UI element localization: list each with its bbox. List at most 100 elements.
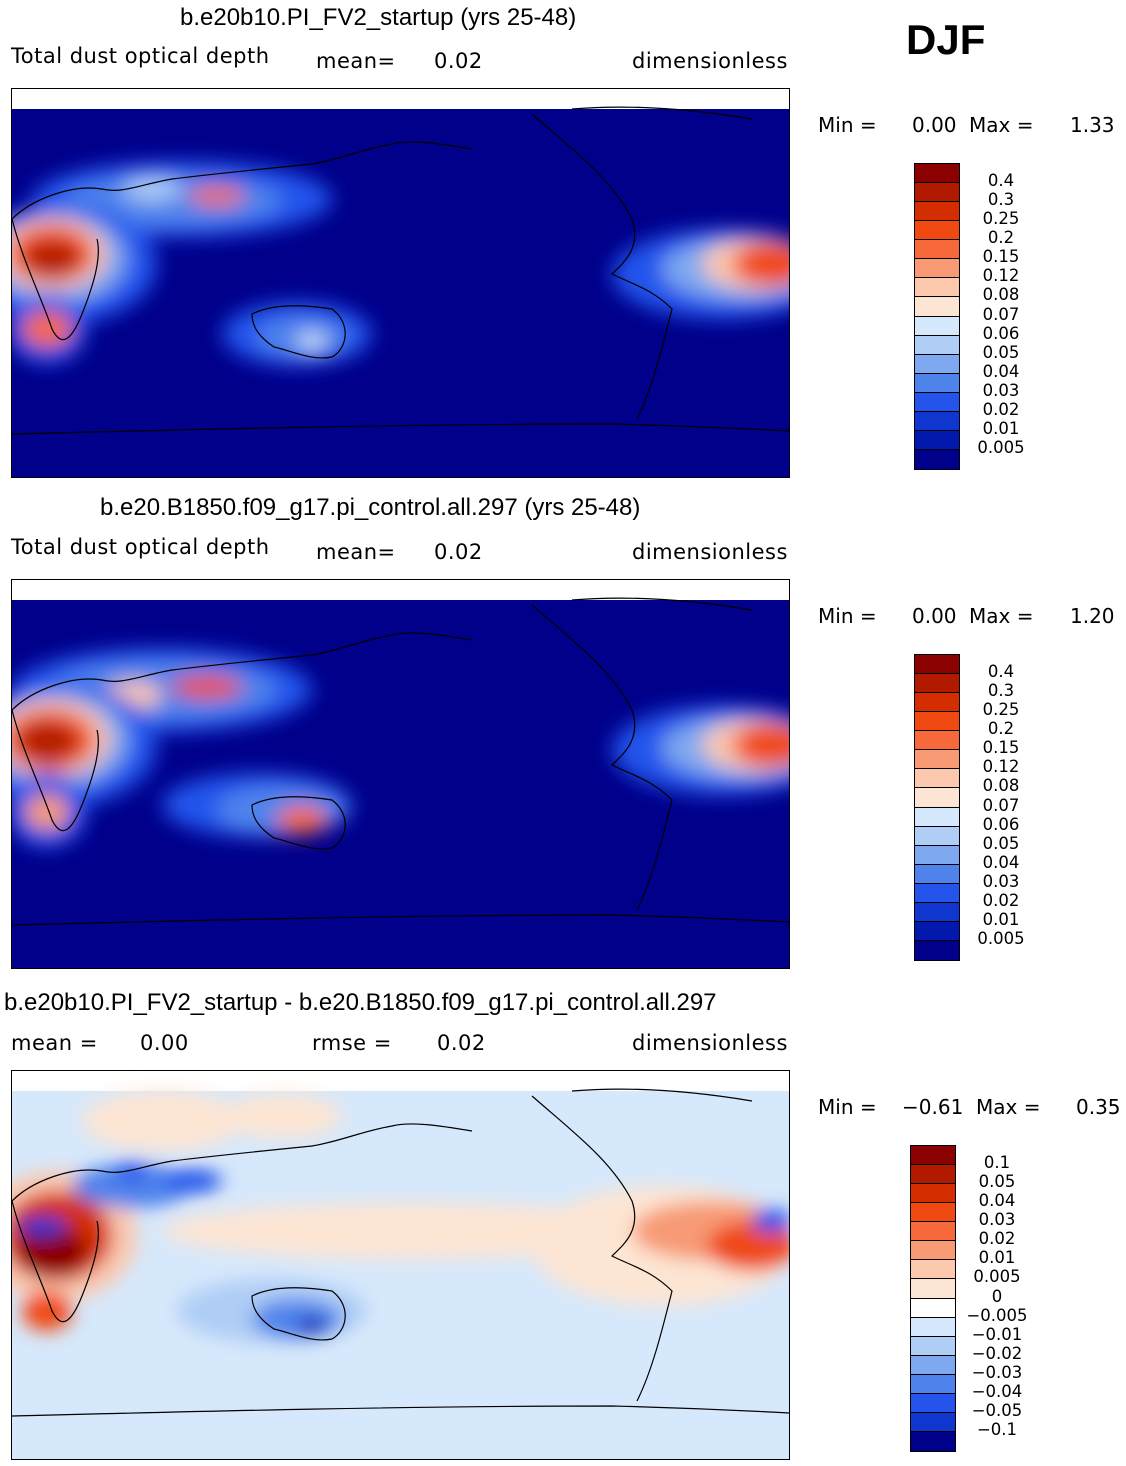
colorbar-swatch xyxy=(915,221,959,241)
panel3-colorbar xyxy=(910,1145,956,1452)
colorbar-label: 0.04 xyxy=(982,361,1020,381)
panel3-coastlines xyxy=(12,1088,789,1417)
colorbar-swatch xyxy=(915,202,959,222)
panel1-units: dimensionless xyxy=(632,49,788,73)
season-label: DJF xyxy=(906,16,986,63)
colorbar-swatch xyxy=(911,1222,955,1242)
panel2-title: b.e20.B1850.f09_g17.pi_control.all.297 (… xyxy=(100,494,641,521)
panel2-map xyxy=(11,579,790,969)
colorbar-swatch xyxy=(915,335,959,355)
colorbar-swatch xyxy=(915,164,959,184)
colorbar-label: 0.04 xyxy=(978,1191,1016,1211)
panel1-title: b.e20b10.PI_FV2_startup (yrs 25-48) xyxy=(180,4,577,31)
colorbar-swatch xyxy=(915,655,959,675)
panel3-map-svg xyxy=(12,1088,789,1459)
panel2-max-value: 1.20 xyxy=(1070,604,1115,628)
panel3-mean-label: mean = xyxy=(11,1031,98,1055)
colorbar-label: 0.01 xyxy=(982,418,1020,438)
colorbar-swatch xyxy=(915,259,959,279)
panel1-colorbar xyxy=(914,163,960,470)
colorbar-label: 0.03 xyxy=(982,380,1020,400)
colorbar-label: 0.05 xyxy=(982,342,1020,362)
panel1-mean-value: 0.02 xyxy=(434,49,483,73)
colorbar-swatch xyxy=(915,240,959,260)
colorbar-label: −0.005 xyxy=(966,1305,1028,1325)
colorbar-swatch xyxy=(911,1165,955,1185)
colorbar-label: −0.1 xyxy=(976,1419,1018,1439)
panel3-title: b.e20b10.PI_FV2_startup - b.e20.B1850.f0… xyxy=(4,989,717,1016)
colorbar-label: 0.01 xyxy=(982,909,1020,929)
panel3-rmse-value: 0.02 xyxy=(437,1031,486,1055)
colorbar-label: 0.08 xyxy=(982,285,1020,305)
colorbar-label: 0.4 xyxy=(987,662,1015,682)
colorbar-swatch xyxy=(911,1203,955,1223)
colorbar-label: 0.12 xyxy=(982,757,1020,777)
panel2-max-label: Max = xyxy=(969,604,1034,628)
panel1-min-label: Min = xyxy=(818,113,877,137)
panel3-min-label: Min = xyxy=(818,1095,877,1119)
panel2-min-value: 0.00 xyxy=(912,604,957,628)
colorbar-swatch xyxy=(915,183,959,203)
colorbar-swatch xyxy=(911,1317,955,1337)
colorbar-swatch xyxy=(915,278,959,298)
colorbar-label: 0.25 xyxy=(982,209,1020,229)
panel3-diff-field xyxy=(12,1091,789,1343)
colorbar-swatch xyxy=(915,826,959,846)
colorbar-label: 0.15 xyxy=(982,738,1020,758)
colorbar-swatch xyxy=(915,712,959,732)
colorbar-label: 0.01 xyxy=(978,1248,1016,1268)
panel1-variable: Total dust optical depth xyxy=(11,44,270,68)
colorbar-label: −0.01 xyxy=(971,1324,1023,1344)
colorbar-label: −0.02 xyxy=(971,1343,1023,1363)
colorbar-swatch xyxy=(911,1279,955,1299)
colorbar-swatch xyxy=(911,1355,955,1375)
panel3-mean-value: 0.00 xyxy=(140,1031,189,1055)
colorbar-swatch xyxy=(915,788,959,808)
colorbar-swatch xyxy=(911,1393,955,1413)
colorbar-label: 0.06 xyxy=(982,323,1020,343)
colorbar-label: 0.02 xyxy=(978,1229,1016,1249)
colorbar-swatch xyxy=(915,807,959,827)
colorbar-label: 0.05 xyxy=(982,833,1020,853)
colorbar-label: 0.07 xyxy=(982,795,1020,815)
colorbar-swatch xyxy=(915,373,959,393)
colorbar-swatch xyxy=(915,316,959,336)
panel2-units: dimensionless xyxy=(632,540,788,564)
colorbar-swatch xyxy=(915,902,959,922)
colorbar-swatch xyxy=(911,1412,955,1432)
colorbar-label: 0.3 xyxy=(987,681,1015,701)
colorbar-swatch xyxy=(915,731,959,751)
colorbar-swatch xyxy=(915,864,959,884)
panel2-coastlines xyxy=(12,597,789,926)
panel1-max-value: 1.33 xyxy=(1070,113,1115,137)
colorbar-swatch xyxy=(915,769,959,789)
panel1-mean-label: mean= xyxy=(316,49,396,73)
colorbar-swatch xyxy=(915,883,959,903)
panel3-max-label: Max = xyxy=(976,1095,1041,1119)
colorbar-swatch xyxy=(911,1184,955,1204)
panel1-dust-field xyxy=(12,161,789,366)
panel2-colorbar xyxy=(914,654,960,961)
colorbar-label: 0.005 xyxy=(977,437,1025,457)
colorbar-swatch xyxy=(911,1298,955,1318)
panel1-map-svg xyxy=(12,106,789,477)
colorbar-label: 0.4 xyxy=(987,171,1015,191)
colorbar-label: 0.03 xyxy=(978,1210,1016,1230)
colorbar-label: 0.04 xyxy=(982,852,1020,872)
colorbar-label: 0.06 xyxy=(982,814,1020,834)
colorbar-label: 0.2 xyxy=(987,228,1015,248)
colorbar-swatch xyxy=(915,693,959,713)
colorbar-label: 0.25 xyxy=(982,700,1020,720)
colorbar-swatch xyxy=(911,1241,955,1261)
colorbar-label: 0.03 xyxy=(982,871,1020,891)
colorbar-label: 0.3 xyxy=(987,190,1015,210)
colorbar-swatch xyxy=(915,845,959,865)
colorbar-swatch xyxy=(915,411,959,431)
panel3-rmse-label: rmse = xyxy=(312,1031,392,1055)
panel2-mean-label: mean= xyxy=(316,540,396,564)
panel2-map-svg xyxy=(12,597,789,968)
colorbar-swatch xyxy=(911,1260,955,1280)
colorbar-swatch xyxy=(915,392,959,412)
colorbar-swatch xyxy=(915,430,959,450)
colorbar-label: 0.08 xyxy=(982,776,1020,796)
